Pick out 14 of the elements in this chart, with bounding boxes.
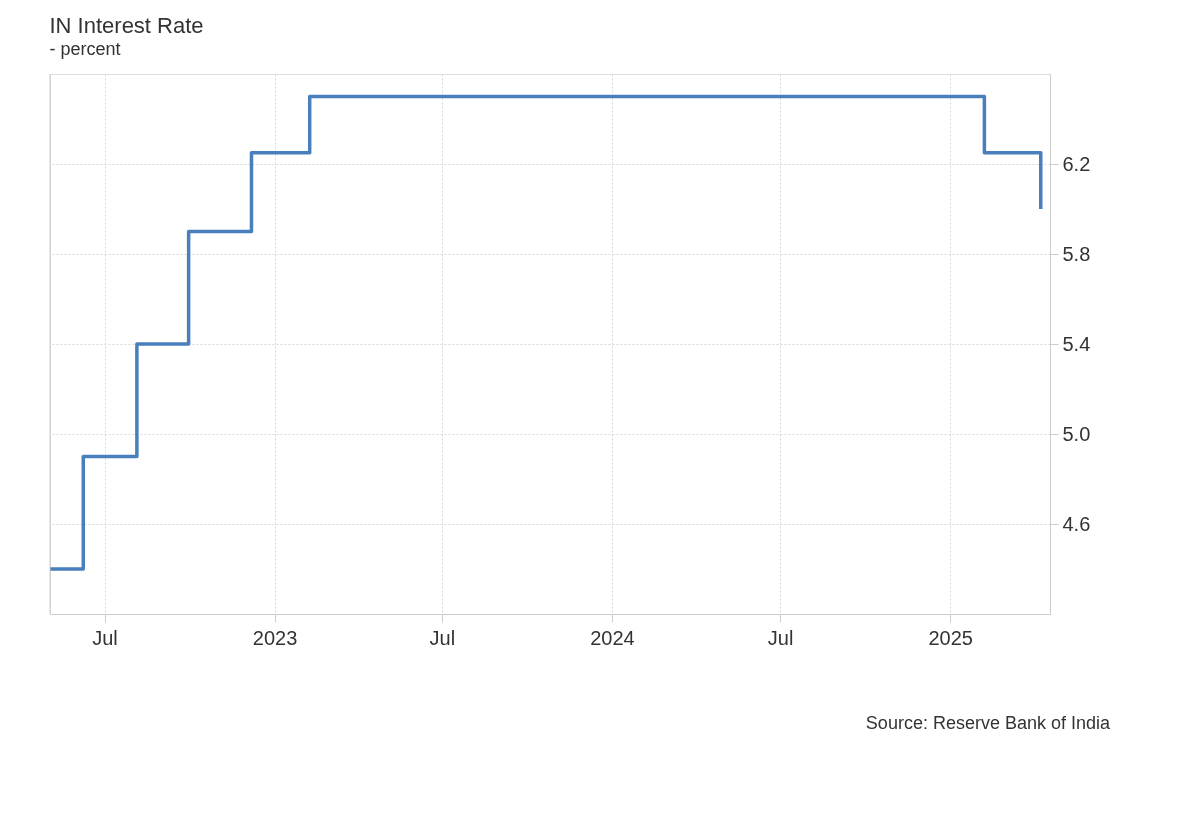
x-tick-label: 2025 [928,626,973,649]
y-tick-label: 4.6 [1062,512,1091,535]
y-tick-label: 5.4 [1062,332,1091,355]
y-tick-label: 5.0 [1062,422,1091,445]
source-note: Source: Reserve Bank of India [865,713,1111,733]
y-tick-label: 5.8 [1062,242,1091,265]
x-tick-label: Jul [429,626,456,649]
x-tick-label: Jul [92,626,118,649]
x-tick-label: 2024 [590,626,635,649]
x-tick-label: Jul [767,626,794,649]
chart-subtitle: - percent [49,38,121,59]
chart-title: IN Interest Rate [49,12,204,38]
y-tick-label: 6.2 [1062,152,1091,175]
x-tick-label: 2023 [252,626,298,649]
